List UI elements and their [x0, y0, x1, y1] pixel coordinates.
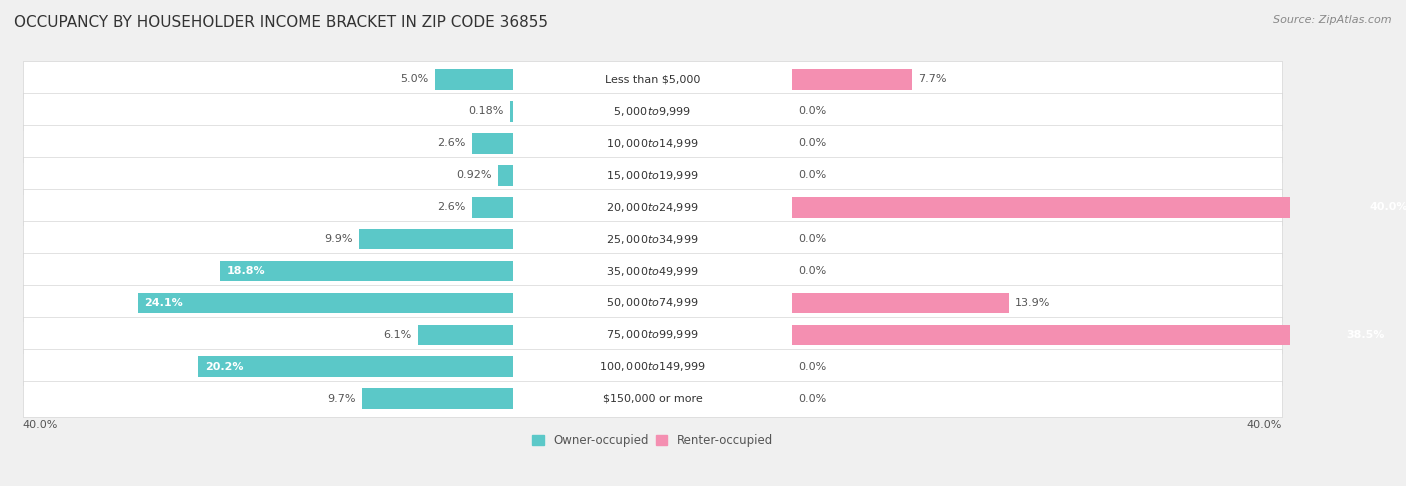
Bar — [793, 197, 1406, 218]
Bar — [472, 133, 513, 154]
Text: $15,000 to $19,999: $15,000 to $19,999 — [606, 169, 699, 182]
Text: $50,000 to $74,999: $50,000 to $74,999 — [606, 296, 699, 310]
Text: $100,000 to $149,999: $100,000 to $149,999 — [599, 360, 706, 373]
Text: 9.7%: 9.7% — [328, 394, 356, 404]
Text: 0.0%: 0.0% — [799, 170, 827, 180]
Bar — [221, 260, 513, 281]
Text: 2.6%: 2.6% — [437, 139, 465, 148]
Text: $75,000 to $99,999: $75,000 to $99,999 — [606, 329, 699, 341]
Text: 0.0%: 0.0% — [799, 106, 827, 116]
Text: 0.0%: 0.0% — [799, 139, 827, 148]
FancyBboxPatch shape — [22, 125, 1282, 161]
FancyBboxPatch shape — [22, 157, 1282, 193]
Bar — [793, 69, 912, 90]
Text: 24.1%: 24.1% — [143, 298, 183, 308]
Bar — [510, 101, 513, 122]
Text: 0.0%: 0.0% — [799, 362, 827, 372]
FancyBboxPatch shape — [22, 221, 1282, 258]
FancyBboxPatch shape — [22, 285, 1282, 321]
Bar — [472, 197, 513, 218]
Text: 0.0%: 0.0% — [799, 234, 827, 244]
FancyBboxPatch shape — [22, 317, 1282, 353]
Text: 13.9%: 13.9% — [1015, 298, 1050, 308]
Text: 0.18%: 0.18% — [468, 106, 503, 116]
Bar — [434, 69, 513, 90]
Text: OCCUPANCY BY HOUSEHOLDER INCOME BRACKET IN ZIP CODE 36855: OCCUPANCY BY HOUSEHOLDER INCOME BRACKET … — [14, 15, 548, 30]
Text: Less than $5,000: Less than $5,000 — [605, 74, 700, 85]
FancyBboxPatch shape — [22, 93, 1282, 130]
FancyBboxPatch shape — [22, 61, 1282, 98]
Text: Source: ZipAtlas.com: Source: ZipAtlas.com — [1274, 15, 1392, 25]
Bar — [198, 356, 513, 377]
FancyBboxPatch shape — [22, 253, 1282, 289]
Text: 40.0%: 40.0% — [1247, 420, 1282, 430]
Text: $150,000 or more: $150,000 or more — [603, 394, 703, 404]
FancyBboxPatch shape — [22, 381, 1282, 417]
Text: 0.92%: 0.92% — [457, 170, 492, 180]
Text: $5,000 to $9,999: $5,000 to $9,999 — [613, 105, 692, 118]
Bar — [498, 165, 513, 186]
Text: $20,000 to $24,999: $20,000 to $24,999 — [606, 201, 699, 214]
Bar — [359, 229, 513, 249]
FancyBboxPatch shape — [22, 348, 1282, 385]
Text: 0.0%: 0.0% — [799, 394, 827, 404]
Text: 20.2%: 20.2% — [205, 362, 243, 372]
Bar — [138, 293, 513, 313]
Text: 18.8%: 18.8% — [226, 266, 266, 276]
Text: 2.6%: 2.6% — [437, 202, 465, 212]
FancyBboxPatch shape — [22, 189, 1282, 226]
Text: 7.7%: 7.7% — [918, 74, 946, 85]
Text: $25,000 to $34,999: $25,000 to $34,999 — [606, 233, 699, 245]
Text: 40.0%: 40.0% — [22, 420, 58, 430]
Text: 38.5%: 38.5% — [1347, 330, 1385, 340]
Legend: Owner-occupied, Renter-occupied: Owner-occupied, Renter-occupied — [527, 429, 778, 451]
Text: $10,000 to $14,999: $10,000 to $14,999 — [606, 137, 699, 150]
Text: 6.1%: 6.1% — [384, 330, 412, 340]
Bar — [361, 388, 513, 409]
Text: $35,000 to $49,999: $35,000 to $49,999 — [606, 264, 699, 278]
Text: 5.0%: 5.0% — [401, 74, 429, 85]
Bar — [793, 293, 1008, 313]
Bar — [418, 325, 513, 345]
Text: 0.0%: 0.0% — [799, 266, 827, 276]
Text: 40.0%: 40.0% — [1369, 202, 1406, 212]
Text: 9.9%: 9.9% — [323, 234, 353, 244]
Bar — [793, 325, 1391, 345]
